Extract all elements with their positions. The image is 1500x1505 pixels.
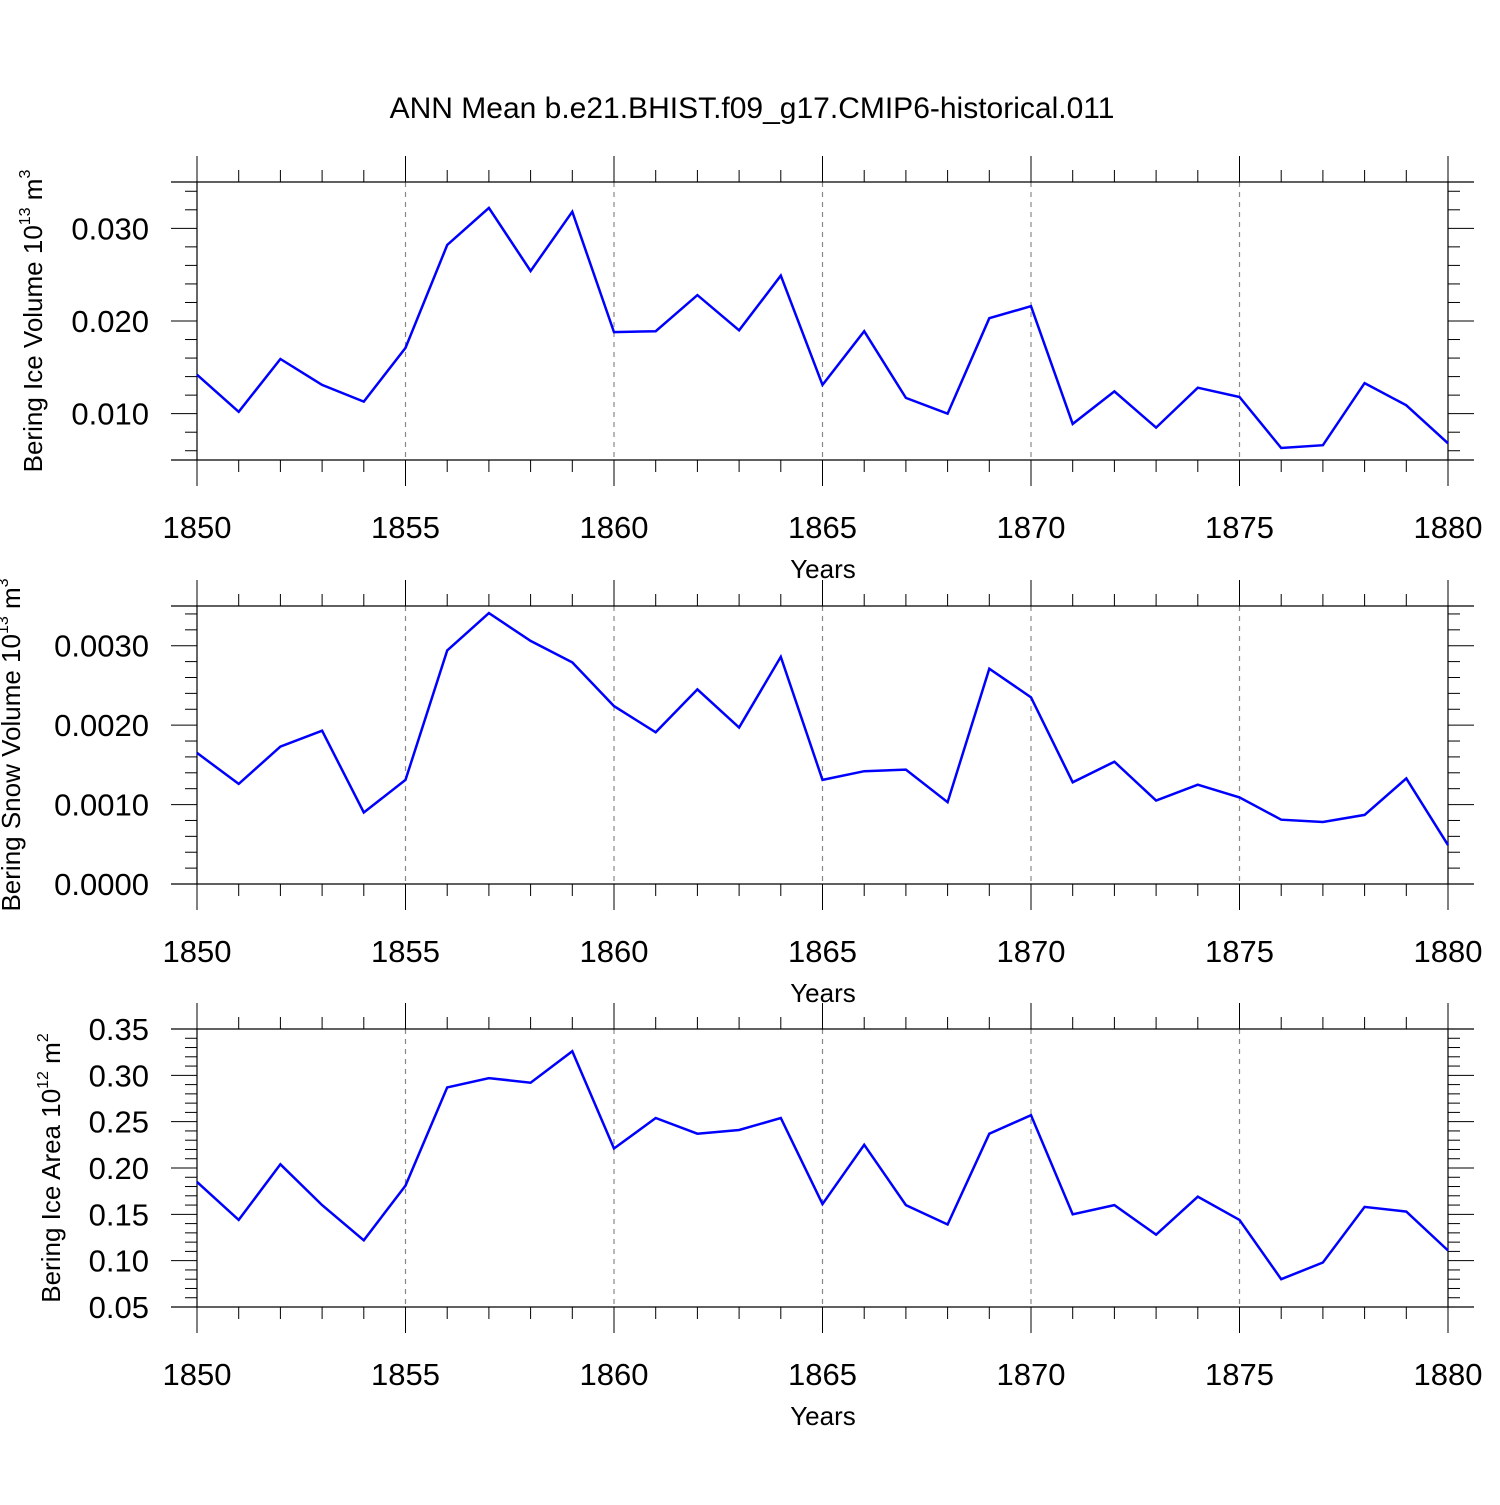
panel-3: 1850 1855 1860 1865 1870 1875 1880 Years 0.05 0.1…	[35, 1003, 1482, 1431]
x-tick-label: 1860	[580, 934, 649, 969]
y-tick-label: 0.030	[71, 211, 149, 246]
x-tick-label: 1865	[788, 510, 857, 545]
x-tick-label: 1875	[1205, 934, 1274, 969]
y-axis-title-exponent: 12	[35, 1071, 52, 1089]
y-tick-label: 0.10	[89, 1244, 149, 1279]
x-tick-label: 1860	[580, 1357, 649, 1392]
y-axis-title-text: Bering Ice Area 10	[36, 1089, 66, 1303]
y-tick-label: 0.0030	[54, 629, 149, 664]
series-line	[196, 611, 1450, 846]
x-tick-label: 1860	[580, 510, 649, 545]
y-axis-title-unit: m	[18, 179, 48, 208]
y-axis-title-text: Bering Ice Volume 10	[18, 225, 48, 472]
series-line	[196, 206, 1449, 450]
x-axis-title: Years	[790, 1401, 856, 1431]
y-tick-label: 0.05	[89, 1290, 149, 1325]
x-tick-label: 1850	[163, 510, 232, 545]
x-tick-label: 1865	[788, 1357, 857, 1392]
y-axis-title-exponent: 13	[0, 616, 12, 634]
y-axis-title: Bering Snow Volume 1013 m3	[0, 578, 26, 911]
x-tick-label: 1875	[1205, 510, 1274, 545]
y-tick-label: 0.0020	[54, 708, 149, 743]
y-tick-label: 0.020	[71, 304, 149, 339]
y-tick-label: 0.15	[89, 1197, 149, 1232]
series-line	[196, 1049, 1449, 1281]
figure-title: ANN Mean b.e21.BHIST.f09_g17.CMIP6-histo…	[390, 92, 1115, 125]
x-tick-label: 1870	[997, 1357, 1066, 1392]
x-tick-label: 1880	[1414, 934, 1483, 969]
x-tick-label: 1855	[371, 934, 440, 969]
y-tick-label: 0.30	[89, 1058, 149, 1093]
panel-2: 1850 1855 1860 1865 1870 1875 1880Years0.00000…	[0, 578, 1482, 1008]
y-axis-title-unit-exponent: 3	[0, 578, 12, 587]
y-tick-label: 0.0010	[54, 788, 149, 823]
x-tick-label: 1870	[997, 934, 1066, 969]
x-axis-title: Years	[790, 554, 856, 584]
x-tick-label: 1880	[1414, 510, 1483, 545]
y-axis-title-text: Bering Snow Volume 10	[0, 634, 26, 912]
y-tick-label: 0.010	[71, 397, 149, 432]
x-tick-label: 1875	[1205, 1357, 1274, 1392]
y-tick-label: 0.35	[89, 1012, 149, 1047]
panel-1: 1850 1855 1860 1865 1870 1875 1880 Years 0.010 0.…	[17, 156, 1482, 584]
x-tick-label: 1870	[997, 510, 1066, 545]
y-tick-label: 0.20	[89, 1151, 149, 1186]
x-tick-label: 1865	[788, 934, 857, 969]
y-tick-label: 0.25	[89, 1105, 149, 1140]
y-axis-title-unit: m	[36, 1042, 66, 1071]
y-tick-label: 0.0000	[54, 867, 149, 902]
x-tick-label: 1850	[163, 1357, 232, 1392]
x-tick-label: 1850	[163, 934, 232, 969]
y-axis-title-unit-exponent: 3	[17, 170, 34, 179]
x-tick-label: 1855	[371, 1357, 440, 1392]
y-axis-title-exponent: 13	[17, 207, 34, 225]
y-axis-title-unit-exponent: 2	[35, 1033, 52, 1042]
x-tick-label: 1880	[1414, 1357, 1483, 1392]
y-axis-title: Bering Ice Area 1012 m2	[35, 1033, 66, 1303]
y-axis-title: Bering Ice Volume 1013 m3	[17, 170, 48, 473]
x-tick-label: 1855	[371, 510, 440, 545]
y-axis-title-unit: m	[0, 587, 26, 616]
